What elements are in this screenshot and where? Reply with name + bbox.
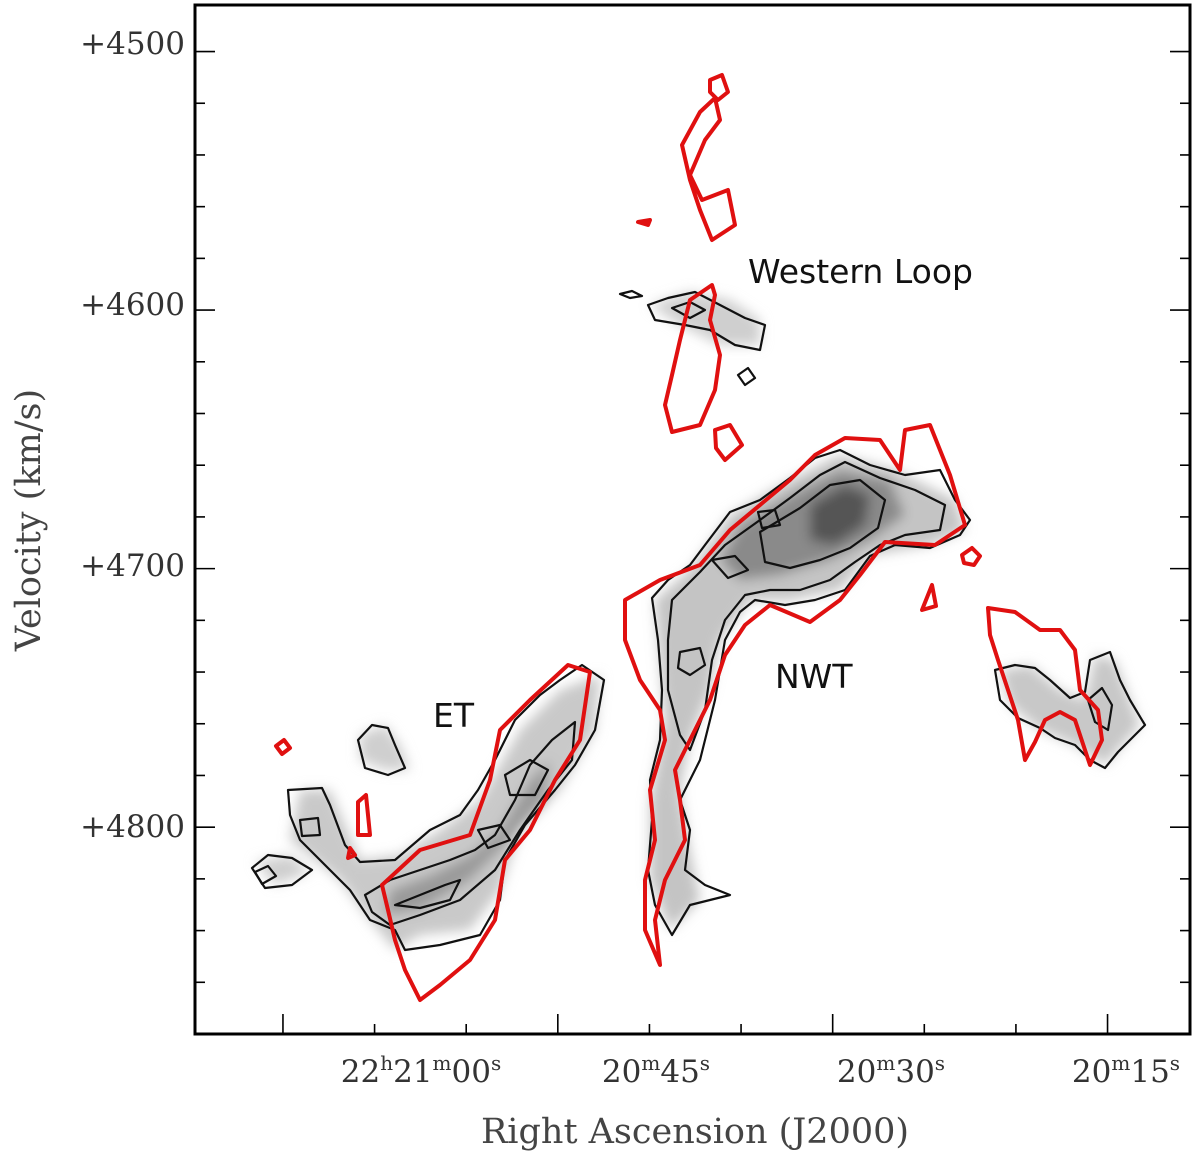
greyscale-emission bbox=[255, 292, 1140, 950]
small-blob-a bbox=[360, 725, 410, 770]
y-tick-label: +4800 bbox=[80, 809, 185, 845]
y-axis-ticks bbox=[195, 50, 1190, 984]
east-contour-inner bbox=[1086, 686, 1114, 732]
red-loop-top bbox=[708, 73, 730, 102]
annotation-et: ET bbox=[433, 696, 475, 735]
nwt-clump-b bbox=[710, 554, 750, 580]
plot-frame bbox=[193, 3, 1192, 1036]
red-east-circle bbox=[960, 546, 982, 567]
east-emission bbox=[1000, 655, 1140, 765]
et-core bbox=[385, 760, 550, 915]
et-clump-a bbox=[476, 823, 512, 850]
y-tick-label: +4700 bbox=[80, 548, 185, 584]
x-axis-title: Right Ascension (J2000) bbox=[481, 1112, 909, 1152]
x-axis-ticks bbox=[282, 1014, 1109, 1034]
loop-contour-a bbox=[646, 290, 767, 352]
nwt-peak bbox=[810, 485, 870, 545]
red-loop-tail bbox=[713, 423, 744, 462]
red-small-circle bbox=[274, 738, 292, 756]
et-contour-mid bbox=[363, 720, 577, 927]
blob-c-contour bbox=[253, 864, 278, 886]
blob-a-contour bbox=[356, 723, 407, 777]
loop-contour-c bbox=[736, 366, 757, 387]
red-small-spike-2 bbox=[346, 846, 357, 860]
y-tick-label: +4500 bbox=[80, 26, 185, 62]
red-et bbox=[380, 663, 592, 1002]
et-clump-b bbox=[503, 758, 550, 797]
nwt-contour-mid bbox=[666, 460, 947, 752]
blob-b-contour bbox=[250, 853, 314, 890]
x-tick-label: 20m30s bbox=[837, 1051, 945, 1090]
small-blob-b bbox=[255, 855, 310, 885]
nwt-contour-inner bbox=[758, 478, 887, 570]
et-clump-c bbox=[298, 816, 322, 838]
x-tick-label: 20m15s bbox=[1072, 1051, 1180, 1090]
x-tick-label: 22h21m00s bbox=[341, 1051, 501, 1090]
nwt-clump-a bbox=[676, 646, 707, 677]
red-loop-upper bbox=[680, 96, 737, 242]
loop-contour-d bbox=[618, 289, 644, 300]
black-contours bbox=[250, 289, 1147, 952]
red-contours bbox=[274, 73, 1104, 1002]
x-tick-label: 20m45s bbox=[602, 1051, 710, 1090]
nwt-clump-c bbox=[756, 508, 782, 530]
red-small-spike bbox=[356, 793, 372, 837]
red-loop-dot bbox=[636, 218, 652, 227]
et-contour-inner bbox=[393, 878, 462, 910]
red-nwt bbox=[623, 423, 967, 967]
y-tick-label: +4600 bbox=[80, 287, 185, 323]
loop-contour-b bbox=[670, 300, 707, 320]
red-western-loop bbox=[663, 283, 722, 434]
et-emission bbox=[290, 675, 600, 950]
y-axis-title: Velocity (km/s) bbox=[9, 389, 49, 652]
annotation-western-loop: Western Loop bbox=[748, 252, 973, 291]
nwt-emission bbox=[650, 455, 965, 930]
red-east bbox=[986, 606, 1104, 767]
annotation-nwt: NWT bbox=[775, 657, 853, 696]
red-east-spike bbox=[920, 583, 938, 612]
et-contour-outer bbox=[286, 663, 606, 952]
loop-emission bbox=[650, 292, 760, 345]
